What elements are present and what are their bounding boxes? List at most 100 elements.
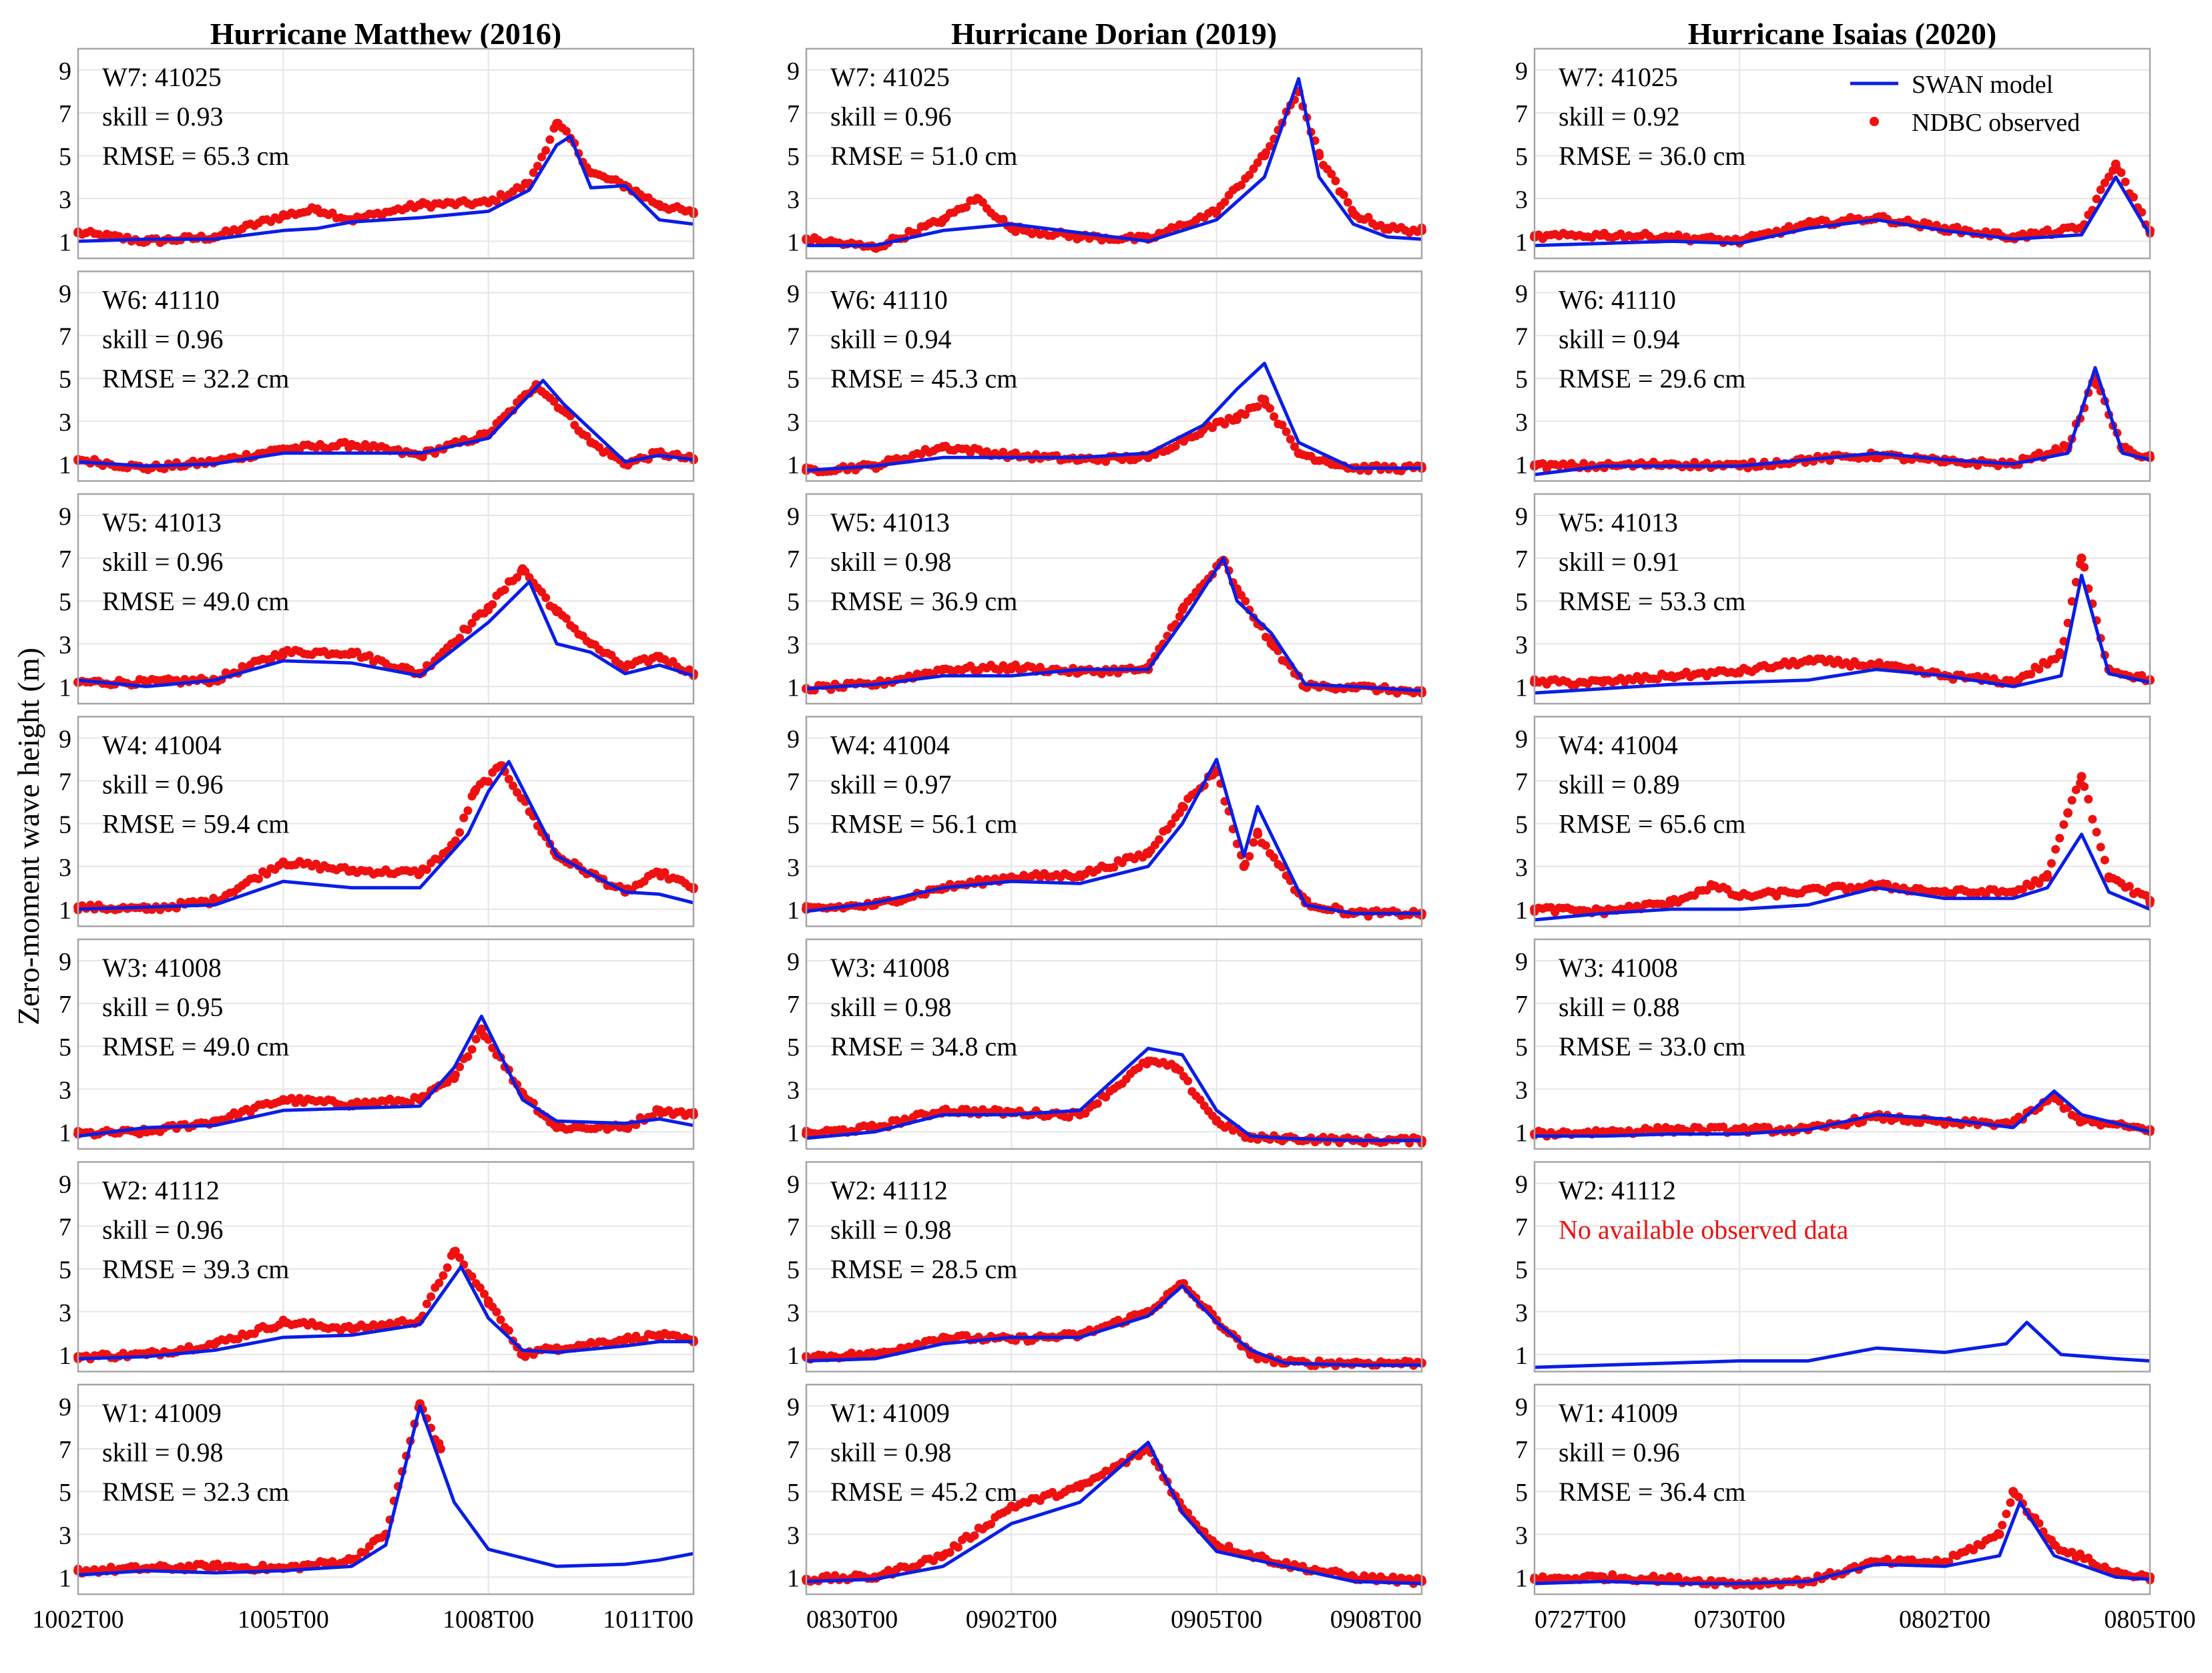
plot-area [78, 716, 694, 927]
observed-point [500, 585, 509, 594]
y-tick-label: 5 [787, 366, 800, 394]
observed-point [2080, 782, 2089, 791]
station-label: W3: 41008 [102, 953, 222, 983]
y-tick-label: 7 [59, 768, 71, 796]
observed-point [1735, 891, 1745, 901]
observed-point [509, 781, 518, 790]
observed-point [346, 440, 356, 450]
observed-point [492, 1307, 501, 1317]
x-tick-label: 0905T00 [1171, 1606, 1262, 1634]
rmse-label: RMSE = 29.6 cm [1559, 364, 1745, 394]
y-tick-label: 3 [59, 854, 71, 882]
observed-point [938, 215, 948, 225]
observed-point [1253, 402, 1262, 411]
observed-point [210, 1562, 220, 1572]
observed-point [586, 639, 596, 649]
y-tick-label: 3 [1515, 854, 1528, 882]
y-tick-label: 7 [787, 1214, 800, 1242]
observed-point [278, 648, 288, 658]
y-tick-label: 5 [59, 588, 71, 616]
plot-area [78, 49, 694, 258]
plot-area [806, 1162, 1422, 1372]
y-tick-label: 9 [59, 726, 71, 754]
observed-point [278, 444, 288, 454]
chart-column: Hurricane Matthew (2016) 1 3 5 7 9 W7: 41025 sk… [32, 17, 698, 1634]
observed-point [278, 1317, 288, 1327]
observed-point [1339, 190, 1348, 200]
y-tick-label: 5 [59, 1479, 71, 1507]
observed-point [987, 1519, 996, 1529]
y-tick-label: 3 [59, 1076, 71, 1104]
no-data-note: No available observed data [1559, 1215, 1849, 1245]
observed-point [1803, 656, 1813, 666]
observed-point [455, 634, 465, 643]
observed-point [561, 126, 571, 136]
observed-point [1093, 1099, 1102, 1108]
observed-point [945, 1548, 954, 1558]
y-tick-label: 7 [1515, 1436, 1528, 1464]
y-tick-label: 5 [59, 811, 71, 839]
panel: 1 3 5 7 9 W4: 41004 skill = 0.89 RMSE = 65.6 cm [1515, 716, 2155, 927]
observed-point [1175, 612, 1184, 621]
y-tick-label: 5 [787, 1033, 800, 1061]
model-line [806, 758, 1422, 915]
y-tick-label: 7 [59, 991, 71, 1019]
y-tick-label: 1 [787, 674, 800, 702]
observed-series [73, 564, 698, 690]
panel: 1 3 5 7 9 W4: 41004 skill = 0.96 RMSE = 59.4 cm [59, 716, 698, 927]
station-label: W7: 41025 [1559, 62, 1678, 92]
station-label: W1: 41009 [102, 1398, 222, 1428]
y-tick-label: 3 [1515, 1076, 1528, 1104]
observed-point [2117, 168, 2126, 178]
observed-point [2008, 887, 2018, 897]
observed-point [1253, 158, 1262, 168]
observed-point [1239, 861, 1249, 871]
observed-point [999, 214, 1008, 224]
y-tick-label: 3 [59, 186, 71, 214]
model-line [806, 1046, 1422, 1142]
y-tick-label: 1 [787, 1342, 800, 1370]
y-tick-label: 1 [59, 451, 71, 479]
observed-point [973, 194, 983, 204]
observed-point [278, 1095, 288, 1105]
observed-point [364, 651, 374, 660]
observed-point [1331, 176, 1340, 186]
panel: 1 3 5 7 9 W1: 41009 skill = 0.98 RMSE = 32.3 cm… [32, 1383, 695, 1634]
y-tick-label: 7 [1515, 1214, 1528, 1242]
y-tick-label: 5 [1515, 1033, 1528, 1061]
observed-point [504, 774, 513, 784]
observed-point [2046, 859, 2056, 868]
observed-point [463, 806, 473, 815]
observed-point [1294, 448, 1304, 458]
x-tick-label: 0830T00 [806, 1606, 898, 1634]
observed-point [2088, 814, 2097, 824]
skill-label: skill = 0.94 [830, 324, 951, 354]
observed-point [582, 431, 591, 441]
plot-area [806, 1385, 1422, 1594]
y-tick-label: 1 [1515, 1119, 1528, 1147]
y-tick-label: 9 [787, 1171, 800, 1199]
panel: 1 3 5 7 9 W6: 41110 skill = 0.94 RMSE = 29.6 cm [1515, 270, 2155, 482]
y-tick-label: 3 [787, 854, 800, 882]
observed-point [654, 1106, 664, 1116]
y-tick-label: 5 [787, 143, 800, 171]
panel: 1 3 5 7 9 W3: 41008 skill = 0.88 RMSE = 33.0 cm [1515, 938, 2155, 1150]
observed-point [541, 146, 551, 155]
plot-frame [77, 47, 695, 260]
observed-point [654, 200, 664, 210]
station-label: W6: 41110 [1559, 285, 1676, 315]
observed-point [435, 1444, 445, 1454]
y-tick-label: 9 [59, 503, 71, 531]
chart-column: Hurricane Dorian (2019) 1 3 5 7 9 W7: 41025 ski… [787, 17, 1426, 1634]
rmse-label: RMSE = 51.0 cm [830, 141, 1017, 171]
x-tick-label: 0727T00 [1535, 1606, 1626, 1634]
observed-point [517, 564, 527, 574]
plot-area [78, 1162, 694, 1372]
skill-label: skill = 0.98 [830, 992, 951, 1022]
skill-label: skill = 0.94 [1559, 324, 1679, 354]
observed-point [1290, 442, 1299, 451]
y-tick-label: 7 [59, 323, 71, 351]
model-line [77, 134, 694, 243]
y-tick-label: 5 [1515, 1256, 1528, 1284]
model-line [806, 361, 1422, 472]
